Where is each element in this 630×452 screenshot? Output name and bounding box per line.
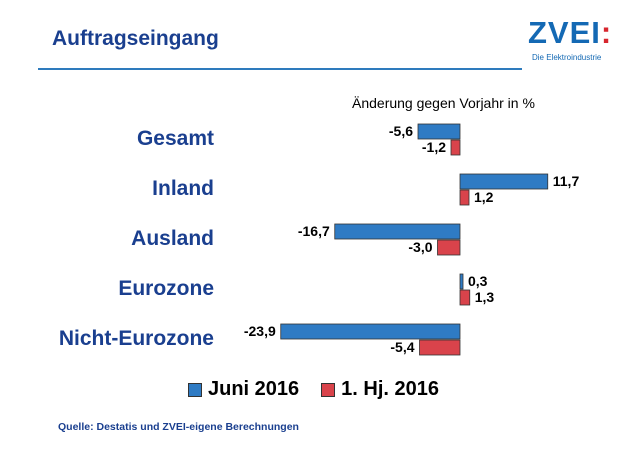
page-title: Auftragseingang bbox=[52, 27, 219, 50]
legend-label-juni: Juni 2016 bbox=[208, 378, 300, 400]
logo-name: ZVEI bbox=[528, 15, 601, 50]
source-note: Quelle: Destatis und ZVEI-eigene Berechn… bbox=[58, 421, 299, 433]
category-label: Inland bbox=[152, 177, 214, 200]
bar-juni bbox=[417, 123, 461, 140]
bar-halbjahr bbox=[419, 339, 461, 356]
bar-juni bbox=[334, 223, 461, 240]
bar-halbjahr bbox=[459, 189, 470, 206]
data-label: -23,9 bbox=[244, 323, 276, 339]
category-label: Gesamt bbox=[137, 127, 214, 150]
data-label: 1,3 bbox=[475, 289, 495, 305]
category-label: Eurozone bbox=[118, 277, 214, 300]
legend-swatch-halbjahr bbox=[321, 382, 336, 397]
legend-item-halbjahr: 1. Hj. 2016 bbox=[321, 378, 439, 401]
bar-chart: Gesamt -5,6 -1,2 Inland 11,7 1,2 Ausland -16,7 -… bbox=[59, 123, 580, 356]
category-label: Ausland bbox=[131, 227, 214, 250]
bar-halbjahr bbox=[459, 289, 471, 306]
data-label: -1,2 bbox=[422, 139, 446, 155]
zvei-logo: ZVEI: Die Elektroindustrie bbox=[528, 16, 618, 66]
chart-subtitle: Änderung gegen Vorjahr in % bbox=[352, 95, 535, 111]
logo-colon: : bbox=[600, 15, 613, 50]
data-label: 1,2 bbox=[474, 189, 494, 205]
logo-subtitle: Die Elektroindustrie bbox=[532, 53, 602, 62]
bar-halbjahr bbox=[450, 139, 461, 156]
bar-juni bbox=[459, 173, 549, 190]
data-label: -5,4 bbox=[390, 339, 414, 355]
bar-juni bbox=[459, 273, 464, 290]
legend-label-halbjahr: 1. Hj. 2016 bbox=[341, 378, 440, 400]
data-label: -3,0 bbox=[408, 239, 432, 255]
logo-wordmark: ZVEI: bbox=[528, 16, 612, 50]
data-label: -16,7 bbox=[298, 223, 330, 239]
data-label: 11,7 bbox=[553, 173, 580, 189]
category-label: Nicht-Eurozone bbox=[59, 327, 214, 350]
data-label: -5,6 bbox=[389, 123, 413, 139]
bar-halbjahr bbox=[437, 239, 461, 256]
title-rule bbox=[38, 68, 522, 70]
data-label: 0,3 bbox=[468, 273, 488, 289]
chart-legend: Juni 2016 1. Hj. 2016 bbox=[188, 378, 461, 401]
bar-juni bbox=[280, 323, 461, 340]
legend-item-juni: Juni 2016 bbox=[188, 378, 299, 401]
legend-swatch-juni bbox=[188, 382, 202, 397]
